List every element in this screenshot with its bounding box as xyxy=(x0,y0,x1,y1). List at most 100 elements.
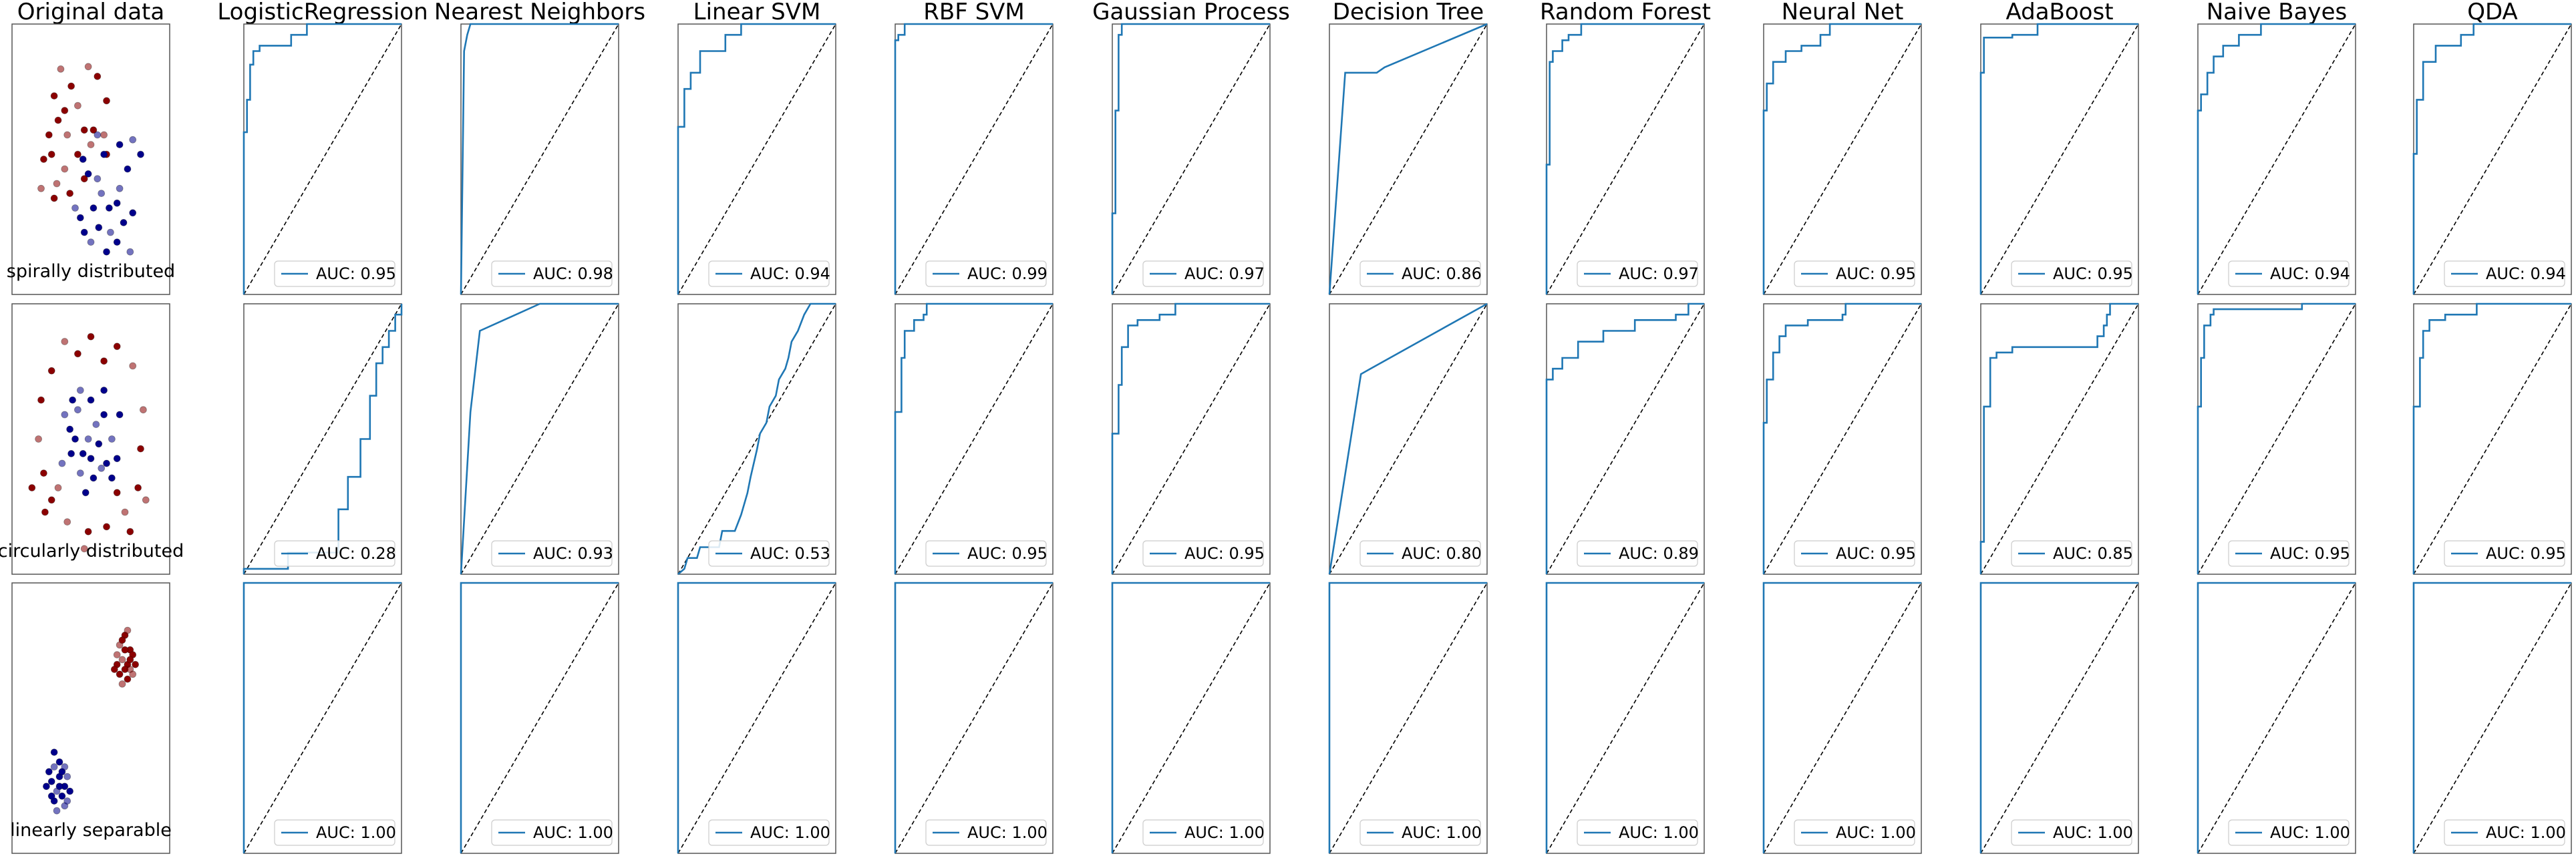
legend-box xyxy=(2444,260,2565,287)
chance-diagonal xyxy=(1112,23,1271,295)
chance-diagonal xyxy=(1112,303,1271,575)
roc-panel-random-forest-row-3: AUC: 1.00 xyxy=(1545,582,1705,854)
scatter-point xyxy=(118,656,126,664)
roc-curve xyxy=(243,582,401,853)
scatter-point xyxy=(47,792,55,800)
column-title-original-data: Original data xyxy=(17,0,164,25)
scatter-point xyxy=(54,484,62,491)
scatter-point xyxy=(118,680,126,688)
legend-auc: AUC: 0.86 xyxy=(1402,264,1482,283)
scatter-point xyxy=(43,783,50,791)
roc-curve xyxy=(1328,582,1487,853)
scatter-point xyxy=(74,350,82,358)
scatter-point xyxy=(137,445,144,453)
roc-panel-naive-bayes-row-2: AUC: 0.95 xyxy=(2197,302,2356,575)
roc-panel-adaboost-row-1: AUC: 0.95 xyxy=(1979,23,2139,295)
legend-box xyxy=(708,540,830,567)
column-title-decision-tree: Decision Tree xyxy=(1333,0,1484,25)
scatter-point xyxy=(100,411,108,419)
scatter-point xyxy=(100,150,108,158)
legend-auc: AUC: 1.00 xyxy=(1619,823,1699,842)
scatter-point xyxy=(94,175,102,183)
roc-panel-linear-svm-row-1: AUC: 0.94 xyxy=(677,23,836,295)
roc-panel-decision-tree-row-3: AUC: 1.00 xyxy=(1328,582,1488,854)
roc-panel-gaussian-process-row-1: AUC: 0.97 xyxy=(1111,23,1271,295)
scatter-point xyxy=(50,763,58,771)
legend-box xyxy=(274,540,395,567)
chance-diagonal xyxy=(1329,23,1488,295)
legend-box xyxy=(925,260,1047,287)
chance-diagonal xyxy=(895,303,1054,575)
scatter-point xyxy=(63,131,71,139)
legend-box xyxy=(2011,819,2132,846)
roc-panel-rbf-svm-row-1: AUC: 0.99 xyxy=(894,23,1054,295)
roc-curve xyxy=(243,23,401,294)
scatter-point xyxy=(90,204,98,212)
legend-auc: AUC: 1.00 xyxy=(2486,823,2566,842)
scatter-point xyxy=(98,190,106,198)
roc-curve xyxy=(2412,582,2571,853)
roc-panel-logisticregression-row-1: AUC: 0.95 xyxy=(243,23,402,295)
legend-box xyxy=(274,260,395,287)
chance-diagonal xyxy=(1112,582,1271,854)
legend-box xyxy=(491,260,613,287)
scatter-point xyxy=(103,97,110,105)
scatter-point xyxy=(103,459,110,467)
roc-panel-rbf-svm-row-3: AUC: 1.00 xyxy=(894,582,1054,854)
legend-box xyxy=(1577,819,1698,846)
scatter-frame xyxy=(11,582,170,854)
row-label-spirally-distributed: spirally distributed xyxy=(7,261,175,282)
scatter-point xyxy=(137,150,144,158)
scatter-point xyxy=(124,165,132,173)
chance-diagonal xyxy=(1980,303,2139,575)
scatter-point xyxy=(61,411,69,419)
scatter-point xyxy=(55,783,63,791)
roc-panel-decision-tree-row-2: AUC: 0.80 xyxy=(1328,302,1488,575)
roc-curve xyxy=(894,582,1053,853)
scatter-point xyxy=(37,396,45,404)
chance-diagonal xyxy=(1329,303,1488,575)
legend-auc: AUC: 0.94 xyxy=(750,264,830,283)
scatter-point xyxy=(113,238,121,246)
roc-panel-qda-row-3: AUC: 1.00 xyxy=(2412,582,2572,854)
scatter-point xyxy=(61,107,69,114)
roc-curve xyxy=(1328,302,1488,575)
scatter-point xyxy=(116,670,124,678)
legend-box xyxy=(491,819,613,846)
scatter-point xyxy=(95,440,103,448)
scatter-point xyxy=(139,406,147,414)
legend-auc: AUC: 0.98 xyxy=(533,264,613,283)
scatter-point xyxy=(50,748,58,756)
scatter-point xyxy=(67,82,75,90)
scatter-point xyxy=(50,92,58,100)
chance-diagonal xyxy=(1546,303,1705,575)
scatter-point xyxy=(113,489,121,497)
scatter-point xyxy=(87,396,95,404)
roc-curve xyxy=(677,23,836,294)
row-label-circularly-distributed: circularly distributed xyxy=(0,541,184,562)
roc-curve xyxy=(1762,302,1921,574)
legend-box xyxy=(2228,819,2350,846)
legend-box xyxy=(708,819,830,846)
roc-curve xyxy=(2197,302,2356,574)
scatter-point xyxy=(37,184,45,192)
scatter-point xyxy=(100,357,108,365)
legend-auc: AUC: 0.80 xyxy=(1402,544,1482,563)
scatter-panel-linearly-separable: linearly separable xyxy=(10,582,172,854)
legend-auc: AUC: 1.00 xyxy=(1402,823,1482,842)
roc-panel-random-forest-row-1: AUC: 0.97 xyxy=(1545,23,1705,295)
scatter-point xyxy=(110,666,118,673)
scatter-point xyxy=(113,651,121,658)
legend-box xyxy=(1359,819,1481,846)
chance-diagonal xyxy=(460,303,619,575)
scatter-point xyxy=(69,396,76,404)
legend-box xyxy=(1142,819,1264,846)
roc-curve xyxy=(1545,302,1704,574)
scatter-point xyxy=(108,474,116,482)
row-label-linearly-separable: linearly separable xyxy=(10,820,172,841)
roc-curve xyxy=(1545,23,1704,294)
scatter-point xyxy=(76,469,84,477)
roc-curve xyxy=(1979,23,2138,294)
roc-curve xyxy=(1111,582,1270,853)
scatter-point xyxy=(47,367,55,375)
